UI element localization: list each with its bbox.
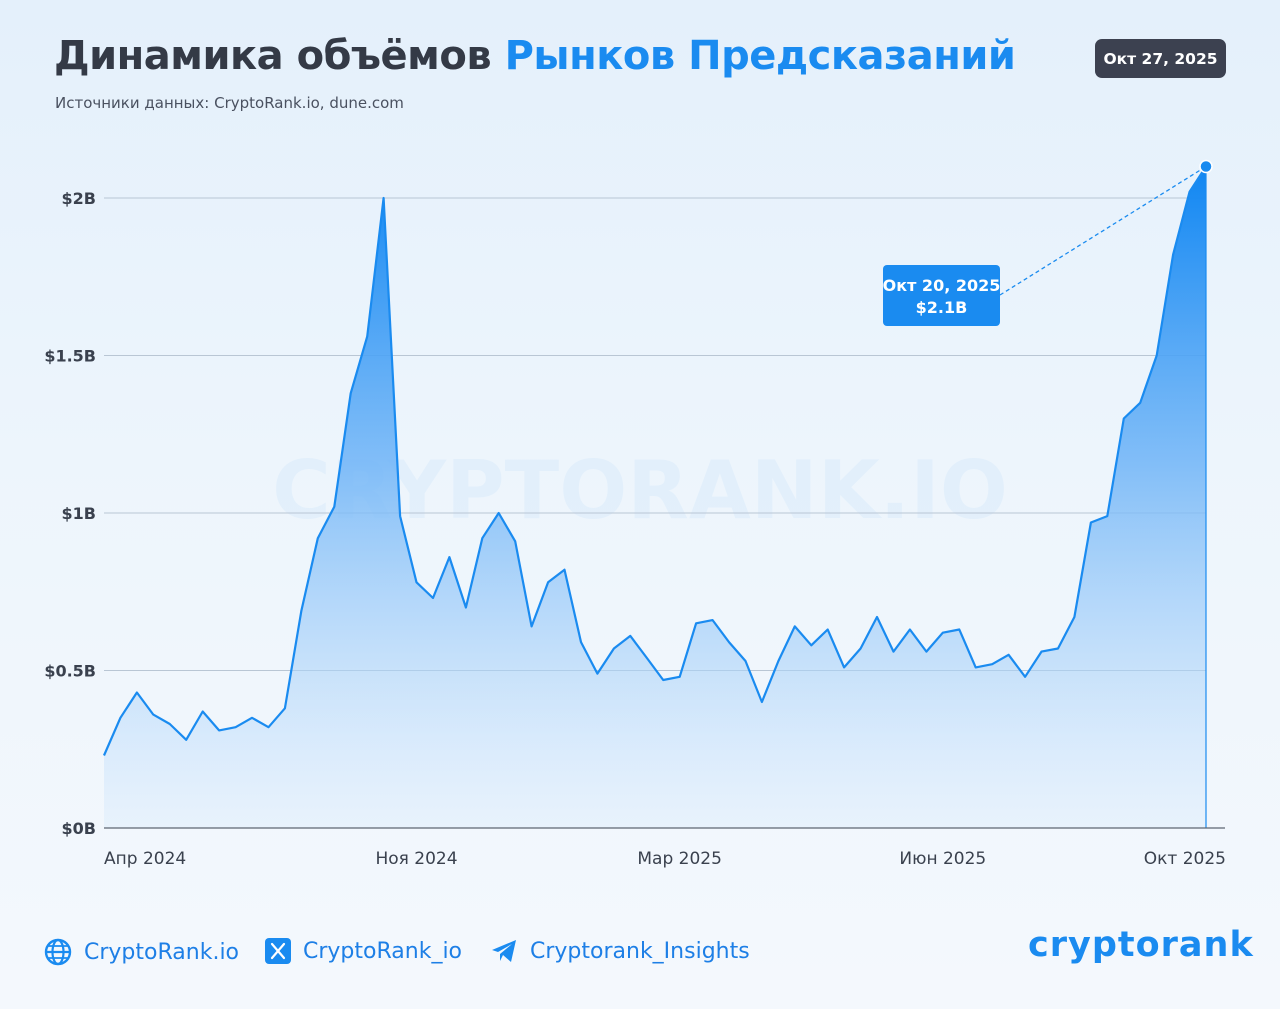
annotation-callout: Окт 20, 2025 $2.1B: [883, 265, 1001, 326]
date-badge: Окт 27, 2025: [1095, 39, 1226, 78]
area-chart: CRYPTORANK.IO $0B$0.5B$1B$1.5B$2B Апр 20…: [44, 159, 1226, 869]
globe-icon: [44, 938, 72, 966]
y-tick-label: $1.5B: [44, 347, 96, 366]
x-tick-label: Июн 2025: [899, 849, 986, 869]
y-tick-label: $1B: [62, 504, 96, 523]
x-twitter-icon: [265, 938, 291, 964]
data-sources: Источники данных: CryptoRank.io, dune.co…: [55, 94, 404, 112]
x-tick-label: Окт 2025: [1144, 849, 1226, 869]
y-tick-label: $0.5B: [44, 662, 96, 681]
x-tick-label: Ноя 2024: [375, 849, 457, 869]
website-link[interactable]: CryptoRank.io: [44, 938, 239, 966]
annotation-box: [883, 265, 1000, 326]
y-tick-label: $2B: [62, 189, 96, 208]
telegram-link[interactable]: Cryptorank_Insights: [490, 938, 750, 964]
x-axis-labels: Апр 2024 Ноя 2024 Мар 2025 Июн 2025 Окт 2025: [104, 849, 1226, 869]
area-fill: [104, 166, 1206, 828]
cryptorank-logo: cryptorank: [1028, 925, 1254, 965]
annotation-leader-line: [999, 165, 1207, 296]
website-label: CryptoRank.io: [84, 939, 240, 965]
series-line: [102, 165, 1207, 756]
title-main: Динамика объёмов: [54, 33, 505, 79]
twitter-label: CryptoRank_io: [303, 938, 463, 964]
chart-title: Динамика объёмов Рынков Предсказаний: [54, 33, 1016, 79]
y-tick-label: $0B: [62, 819, 96, 838]
x-tick-label: Мар 2025: [637, 849, 722, 869]
annotation-date: Окт 20, 2025: [883, 276, 1001, 295]
telegram-icon: [492, 940, 516, 962]
gridlines: [104, 197, 1206, 671]
y-axis-labels: $0B $0.5B $1B $1.5B $2B: [44, 189, 96, 838]
title-accent: Рынков Предсказаний: [504, 33, 1016, 79]
x-tick-label: Апр 2024: [104, 849, 186, 869]
telegram-label: Cryptorank_Insights: [530, 938, 750, 964]
twitter-link[interactable]: CryptoRank_io: [265, 938, 462, 964]
annotation-value: $2.1B: [916, 298, 968, 317]
annotation-point: [1199, 159, 1213, 174]
